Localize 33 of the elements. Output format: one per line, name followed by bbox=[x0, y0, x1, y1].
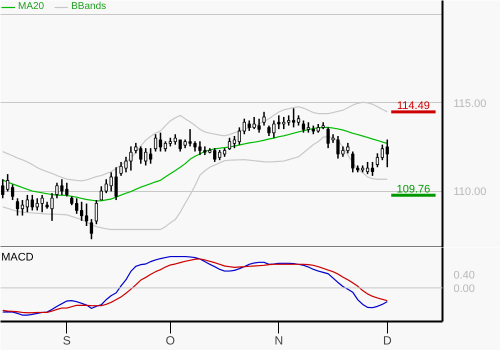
y-tick-label: 0.00 bbox=[454, 282, 475, 295]
candlestick bbox=[154, 133, 158, 152]
candlestick bbox=[302, 120, 306, 134]
candlestick bbox=[336, 135, 340, 160]
candlestick bbox=[100, 186, 103, 201]
candlestick bbox=[40, 194, 44, 213]
ref-line-label: 109.76 bbox=[396, 183, 430, 196]
candlestick bbox=[90, 218, 94, 240]
y-tick-label: 0.40 bbox=[454, 269, 475, 282]
candlestick bbox=[193, 140, 197, 152]
ref-line-label: 114.49 bbox=[396, 100, 430, 112]
candlestick bbox=[94, 199, 98, 225]
x-tick-label: S bbox=[62, 334, 71, 348]
candlestick bbox=[124, 156, 128, 174]
x-tick-label: O bbox=[166, 334, 176, 348]
candlestick bbox=[370, 161, 374, 177]
candlestick bbox=[326, 126, 330, 149]
x-tick-label: N bbox=[274, 334, 284, 348]
y-tick-label: 115.00 bbox=[454, 98, 486, 110]
candlestick bbox=[50, 192, 54, 222]
legend-label: BBands bbox=[71, 1, 106, 12]
y-tick-label: 110.00 bbox=[454, 186, 486, 198]
candlestick bbox=[262, 111, 266, 126]
candlestick bbox=[158, 132, 162, 152]
candlestick bbox=[228, 137, 232, 151]
candlestick bbox=[84, 202, 88, 227]
legend-label: MA20 bbox=[18, 1, 44, 12]
candlestick bbox=[129, 146, 133, 172]
x-tick-label: D bbox=[382, 334, 392, 348]
candlestick bbox=[119, 161, 123, 177]
candlestick bbox=[16, 198, 20, 216]
candlestick bbox=[267, 124, 271, 137]
chart-title: MACD bbox=[1, 252, 34, 264]
